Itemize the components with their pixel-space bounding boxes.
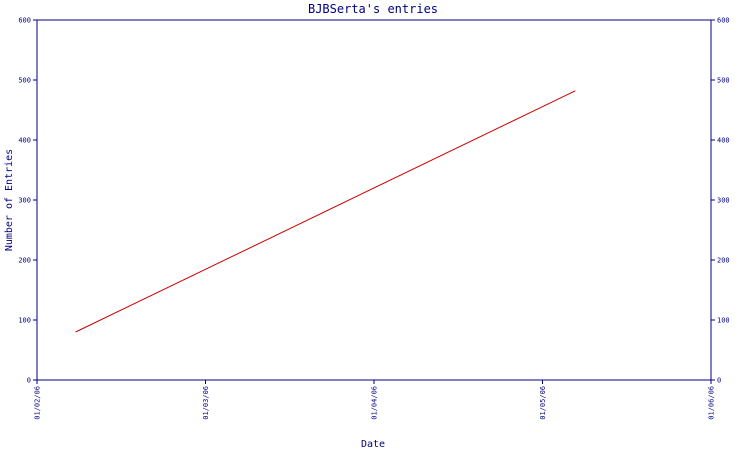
y-tick-label-left: 0: [27, 377, 31, 385]
x-tick-label: 01/03/06: [202, 386, 210, 420]
y-tick-label-left: 500: [18, 77, 31, 85]
x-tick-label: 01/05/06: [539, 386, 547, 420]
x-axis: 01/02/06 01/03/06 01/04/06 01/05/06 01/06/06: [34, 380, 716, 420]
plot-border: [36, 19, 712, 381]
x-tick-label: 01/02/06: [34, 386, 42, 420]
y-tick-label-right: 200: [717, 257, 730, 265]
x-tick-label: 01/04/06: [371, 386, 379, 420]
series-line: [75, 90, 576, 333]
y-tick-label-right: 500: [717, 77, 730, 85]
x-tick-label: 01/06/06: [708, 386, 716, 420]
y-tick-label-right: 100: [717, 317, 730, 325]
y-tick-label-left: 600: [18, 17, 31, 25]
y-tick-label-left: 300: [18, 197, 31, 205]
plot-frame: [36, 19, 712, 381]
x-axis-title: Date: [361, 439, 385, 450]
y-tick-label-right: 400: [717, 137, 730, 145]
y-tick-label-left: 400: [18, 137, 31, 145]
y-axis-left: 0 100 200 300 400 500 600: [18, 17, 37, 385]
y-tick-label-left: 100: [18, 317, 31, 325]
y-tick-label-right: 600: [717, 17, 730, 25]
chart-title: BJBSerta's entries: [308, 2, 438, 16]
y-tick-label-right: 300: [717, 197, 730, 205]
y-tick-label-right: 0: [717, 377, 721, 385]
series-layer: [75, 90, 576, 333]
y-tick-label-left: 200: [18, 257, 31, 265]
y-axis-right: 0 100 200 300 400 500 600: [711, 17, 730, 385]
y-axis-title: Number of Entries: [4, 149, 15, 251]
